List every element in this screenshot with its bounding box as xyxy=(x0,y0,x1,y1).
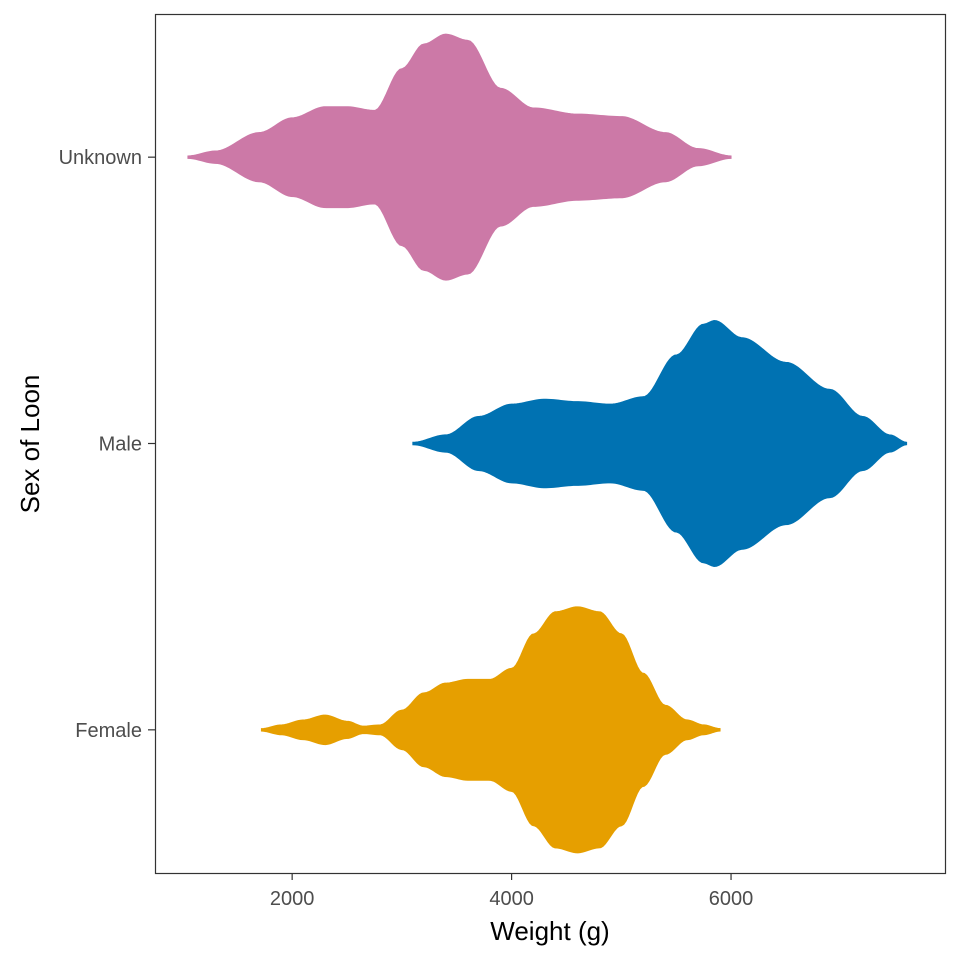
y-axis: Female Male Unknown xyxy=(59,147,155,742)
y-tick-label-male: Male xyxy=(99,434,142,456)
x-axis: 2000 4000 6000 xyxy=(270,873,753,910)
violin-unknown xyxy=(187,33,732,281)
x-tick-label-2000: 2000 xyxy=(270,888,315,910)
y-tick-label-unknown: Unknown xyxy=(59,147,142,169)
violin-female xyxy=(260,606,721,854)
panel-border xyxy=(154,13,947,875)
x-axis-title: Weight (g) xyxy=(490,916,609,946)
x-tick-label-4000: 4000 xyxy=(489,888,534,910)
violins xyxy=(187,33,908,854)
x-tick-label-6000: 6000 xyxy=(709,888,754,910)
violin-male xyxy=(412,320,908,567)
y-tick-label-female: Female xyxy=(75,720,142,742)
y-axis-title: Sex of Loon xyxy=(15,375,45,514)
